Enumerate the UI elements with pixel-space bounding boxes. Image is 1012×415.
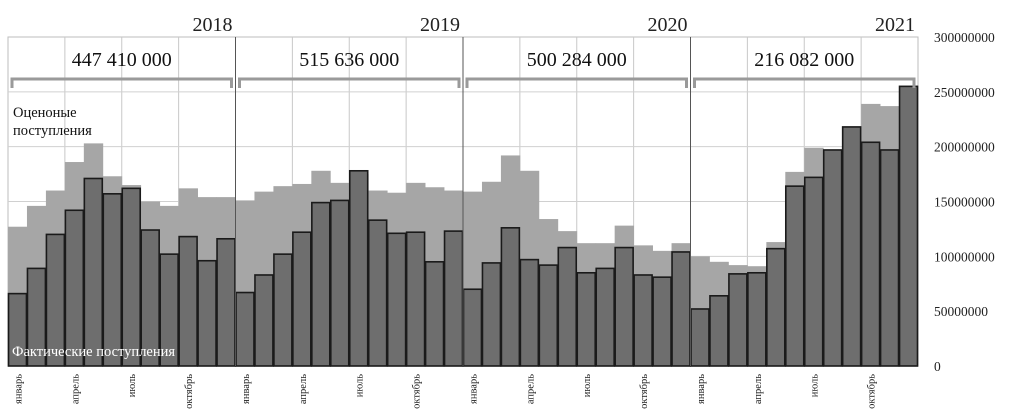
year-bracket xyxy=(693,77,916,88)
y-tick-label: 250000000 xyxy=(934,85,995,100)
actual-bar xyxy=(83,177,104,367)
actual-bar xyxy=(841,126,862,367)
actual-bar xyxy=(822,149,843,367)
actual-bar xyxy=(500,227,521,367)
x-tick-label: октябрь xyxy=(639,374,650,409)
actual-bar xyxy=(557,246,578,367)
actual-bar xyxy=(273,253,293,367)
x-tick-label: октябрь xyxy=(412,374,423,409)
actual-bar xyxy=(747,271,767,367)
actual-bar xyxy=(766,247,786,367)
actual-bar xyxy=(538,264,559,367)
actual-bar xyxy=(576,271,597,367)
actual-bar xyxy=(292,231,312,367)
actual-bar xyxy=(879,149,900,367)
actual-bar xyxy=(405,231,426,367)
actual-bar xyxy=(652,276,672,367)
actual-bar xyxy=(803,176,824,367)
chart-text: 2018 447 410 000 2019 515 636 000 2020 500 28… xyxy=(12,14,915,360)
year-total: 216 082 000 xyxy=(754,49,854,71)
actual-bar xyxy=(462,288,483,367)
x-tick-label: январь xyxy=(13,374,24,404)
year-bracket xyxy=(465,77,688,88)
x-tick-label: октябрь xyxy=(184,374,195,409)
actual-bar xyxy=(481,262,502,367)
year-total: 515 636 000 xyxy=(299,49,399,71)
actual-bar xyxy=(254,274,274,367)
year-label: 2019 xyxy=(420,14,460,36)
actual-bar xyxy=(595,267,615,367)
actual-bar xyxy=(348,169,369,367)
actual-bar xyxy=(898,85,919,367)
x-tick-label: апрель xyxy=(298,374,309,404)
estimated-label: Оценоные xyxy=(13,105,77,121)
year-total: 500 284 000 xyxy=(527,49,627,71)
x-tick-label: июль xyxy=(582,374,593,397)
actual-bar xyxy=(367,219,388,367)
actual-bar xyxy=(216,237,236,367)
y-axis: 300000000 250000000 200000000 150000000 1000… xyxy=(934,30,995,374)
year-label: 2020 xyxy=(648,14,688,36)
x-tick-label: апрель xyxy=(525,374,536,404)
y-tick-label: 50000000 xyxy=(934,304,988,319)
actual-bar xyxy=(443,230,464,367)
actual-bar xyxy=(424,261,445,367)
actual-bar xyxy=(178,235,198,367)
actual-bar xyxy=(197,259,217,367)
y-tick-label: 200000000 xyxy=(934,140,995,155)
x-tick-label: январь xyxy=(241,374,252,404)
actual-bar xyxy=(519,258,540,367)
x-tick-label: апрель xyxy=(753,374,764,404)
x-tick-label: октябрь xyxy=(867,374,878,409)
actual-bar xyxy=(64,209,85,367)
year-total: 447 410 000 xyxy=(72,49,172,71)
actual-bar xyxy=(614,246,634,367)
actual-bar xyxy=(7,292,28,367)
y-tick-label: 150000000 xyxy=(934,195,995,210)
actual-bar xyxy=(671,251,691,367)
actual-bar xyxy=(45,233,66,367)
year-bracket xyxy=(10,77,233,88)
actual-bar xyxy=(140,229,160,367)
actual-bar xyxy=(386,232,407,367)
actual-bar xyxy=(329,199,350,367)
actual-bar xyxy=(102,193,123,367)
actual-bar xyxy=(235,291,255,367)
x-axis-labels: январь апрель июль октябрь январь апрель июль о… xyxy=(13,374,877,409)
actual-bar xyxy=(709,295,729,367)
x-tick-label: июль xyxy=(355,374,366,397)
y-tick-label: 300000000 xyxy=(934,30,995,45)
x-tick-label: июль xyxy=(127,374,138,397)
actual-bar xyxy=(26,267,47,367)
actual-bar xyxy=(311,201,331,367)
actual-bar xyxy=(121,187,142,367)
y-tick-label: 0 xyxy=(934,359,941,374)
actual-bar xyxy=(159,253,179,367)
x-tick-label: январь xyxy=(696,374,707,404)
actual-series xyxy=(7,85,919,367)
x-tick-label: апрель xyxy=(70,374,81,404)
estimated-label: поступления xyxy=(13,123,92,139)
actual-bar xyxy=(860,141,881,367)
actual-label: Фактические поступления xyxy=(12,344,175,360)
actual-bar xyxy=(633,274,653,367)
actual-bar xyxy=(690,308,710,367)
x-tick-label: январь xyxy=(468,374,479,404)
year-brackets xyxy=(10,77,916,88)
year-label: 2021 xyxy=(875,14,915,36)
year-dividers xyxy=(235,37,691,366)
year-label: 2018 xyxy=(193,14,233,36)
x-tick-label: июль xyxy=(810,374,821,397)
year-bracket xyxy=(238,77,461,88)
actual-bar xyxy=(784,185,805,367)
actual-bar xyxy=(728,273,748,367)
y-tick-label: 100000000 xyxy=(934,249,995,264)
